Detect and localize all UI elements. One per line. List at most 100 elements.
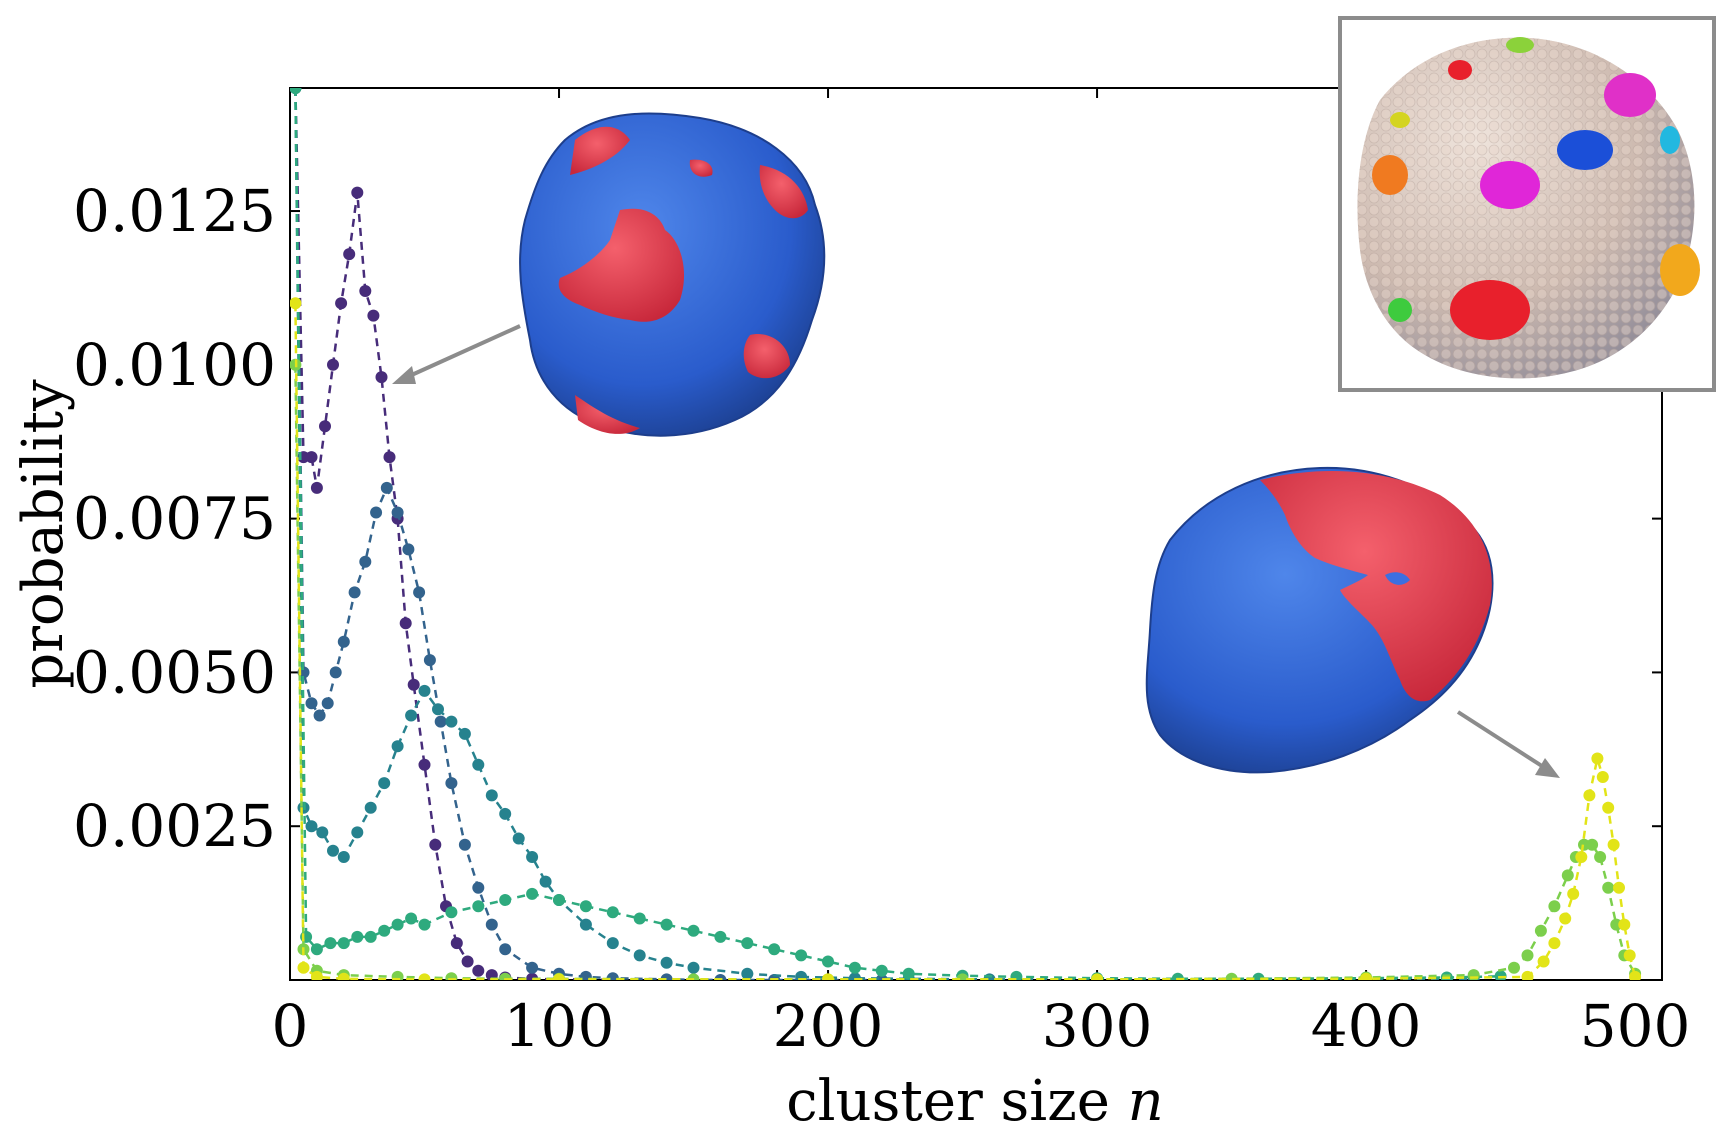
data-point xyxy=(1618,918,1631,931)
data-point xyxy=(370,506,383,519)
data-point xyxy=(418,973,431,980)
data-point xyxy=(1623,949,1636,962)
x-tick-label: 300 xyxy=(1042,992,1153,1060)
data-point xyxy=(472,900,485,913)
data-point xyxy=(458,727,471,740)
data-point xyxy=(1521,949,1534,962)
x-tick-label: 400 xyxy=(1311,992,1422,1060)
x-tick-label: 200 xyxy=(773,992,884,1060)
data-point xyxy=(310,970,323,980)
data-point xyxy=(380,481,393,494)
data-point xyxy=(367,309,380,322)
data-point xyxy=(485,969,498,980)
data-point xyxy=(633,912,646,925)
data-point xyxy=(407,678,420,691)
data-point xyxy=(1091,973,1104,980)
data-point xyxy=(445,715,458,728)
data-point xyxy=(472,758,485,771)
data-point xyxy=(499,943,512,956)
data-point xyxy=(458,838,471,851)
data-point xyxy=(526,961,539,974)
data-point xyxy=(405,709,418,722)
data-point xyxy=(1575,851,1588,863)
data-point xyxy=(472,964,485,977)
data-point xyxy=(351,930,364,943)
data-point xyxy=(606,937,619,950)
data-point xyxy=(485,918,498,931)
data-point xyxy=(1586,838,1599,851)
data-point xyxy=(1629,970,1642,980)
data-point xyxy=(391,506,404,519)
data-point xyxy=(902,967,915,980)
data-point xyxy=(418,758,431,771)
data-point xyxy=(1594,851,1607,863)
data-point xyxy=(822,955,834,968)
large-cluster-rendering xyxy=(1145,466,1494,774)
series-line xyxy=(294,88,1474,980)
data-point xyxy=(1561,869,1574,882)
data-point xyxy=(606,906,619,919)
data-point xyxy=(741,967,754,980)
data-point xyxy=(445,972,458,980)
y-tick-label: 0.0075 xyxy=(73,485,276,553)
data-point xyxy=(310,943,323,956)
data-point xyxy=(378,924,391,937)
data-point xyxy=(1548,900,1561,913)
x-tick-label: 100 xyxy=(504,992,615,1060)
data-point xyxy=(432,703,444,716)
data-point xyxy=(364,930,377,943)
data-point xyxy=(297,961,310,974)
data-point xyxy=(445,906,458,919)
data-point xyxy=(324,937,337,950)
data-point xyxy=(1534,924,1547,937)
data-point xyxy=(848,961,861,974)
data-point xyxy=(319,420,331,433)
large-cluster-arrow xyxy=(1456,710,1560,778)
data-point xyxy=(305,697,318,710)
data-point xyxy=(413,586,426,599)
data-point xyxy=(305,820,318,833)
data-point xyxy=(351,186,364,199)
data-point xyxy=(1548,937,1561,950)
data-point xyxy=(450,937,463,950)
data-point xyxy=(429,838,442,851)
data-point xyxy=(660,956,673,969)
data-point xyxy=(1607,838,1620,851)
series-line xyxy=(294,303,1637,980)
data-point xyxy=(553,894,565,906)
data-point xyxy=(337,937,350,950)
data-point xyxy=(290,297,302,310)
data-point xyxy=(1360,972,1373,980)
data-point xyxy=(423,654,436,667)
data-point xyxy=(405,912,418,925)
data-point xyxy=(343,248,356,261)
data-point xyxy=(383,451,396,464)
data-point xyxy=(579,918,592,931)
data-point xyxy=(348,586,361,599)
data-point xyxy=(305,451,318,464)
data-point xyxy=(321,697,334,710)
data-point xyxy=(1559,912,1572,925)
data-point xyxy=(290,88,302,94)
data-point xyxy=(499,807,512,820)
data-point xyxy=(579,900,592,913)
data-point xyxy=(795,970,808,980)
data-point xyxy=(364,801,377,814)
small-cluster-rendering xyxy=(519,112,826,437)
data-point xyxy=(1602,801,1615,814)
data-point xyxy=(337,635,350,648)
data-point xyxy=(499,894,512,906)
data-point xyxy=(485,789,498,802)
data-point xyxy=(822,973,834,980)
data-point xyxy=(1591,752,1604,765)
data-point xyxy=(633,949,646,962)
data-point xyxy=(327,358,339,371)
y-tick-label: 0.0100 xyxy=(73,331,276,399)
data-point xyxy=(472,881,485,894)
data-point xyxy=(418,684,431,697)
tick-labels-group: 0 100 200 300 400 500 0.0025 0.0050 0.0075 0.0100… xyxy=(73,177,1690,1060)
data-point xyxy=(391,918,404,931)
data-point xyxy=(1521,970,1534,980)
y-tick-label: 0.0125 xyxy=(73,177,276,245)
